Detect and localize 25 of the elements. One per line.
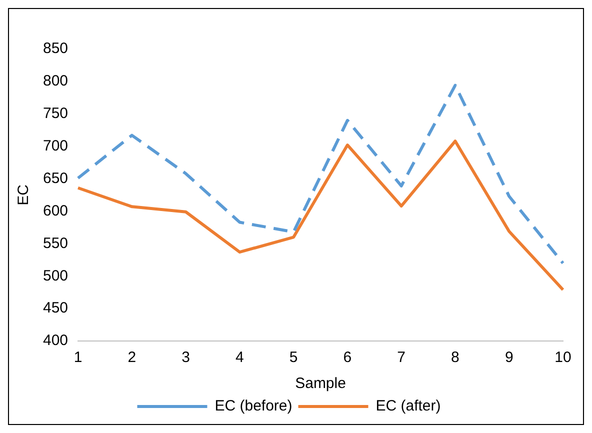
y-tick-label: 650 bbox=[42, 170, 68, 187]
y-tick-label: 750 bbox=[42, 105, 68, 122]
y-tick-label: 600 bbox=[42, 202, 68, 220]
x-tick-label: 9 bbox=[504, 349, 514, 366]
x-tick-label: 5 bbox=[289, 349, 298, 366]
y-axis-title: EC bbox=[15, 184, 32, 206]
x-tick-label: 6 bbox=[343, 349, 352, 366]
x-tick-label: 8 bbox=[451, 349, 460, 366]
x-axis-title: Sample bbox=[295, 375, 346, 392]
y-tick-label: 550 bbox=[42, 234, 68, 252]
x-tick-label: 10 bbox=[554, 349, 572, 366]
x-tick-label: 2 bbox=[128, 349, 136, 366]
x-tick-label: 3 bbox=[182, 349, 190, 366]
x-tick-label: 7 bbox=[397, 349, 406, 366]
y-tick-label: 400 bbox=[42, 332, 68, 350]
legend-label: EC (after) bbox=[376, 398, 441, 415]
x-tick-label: 4 bbox=[236, 349, 244, 366]
y-tick-label: 800 bbox=[42, 72, 68, 90]
y-tick-label: 450 bbox=[42, 300, 68, 317]
y-tick-label: 850 bbox=[42, 40, 68, 58]
legend-label: EC (before) bbox=[214, 398, 292, 415]
x-tick-label: 1 bbox=[74, 349, 82, 366]
line-series bbox=[76, 84, 564, 265]
y-tick-label: 500 bbox=[42, 267, 68, 284]
y-tick-label: 700 bbox=[42, 137, 68, 154]
